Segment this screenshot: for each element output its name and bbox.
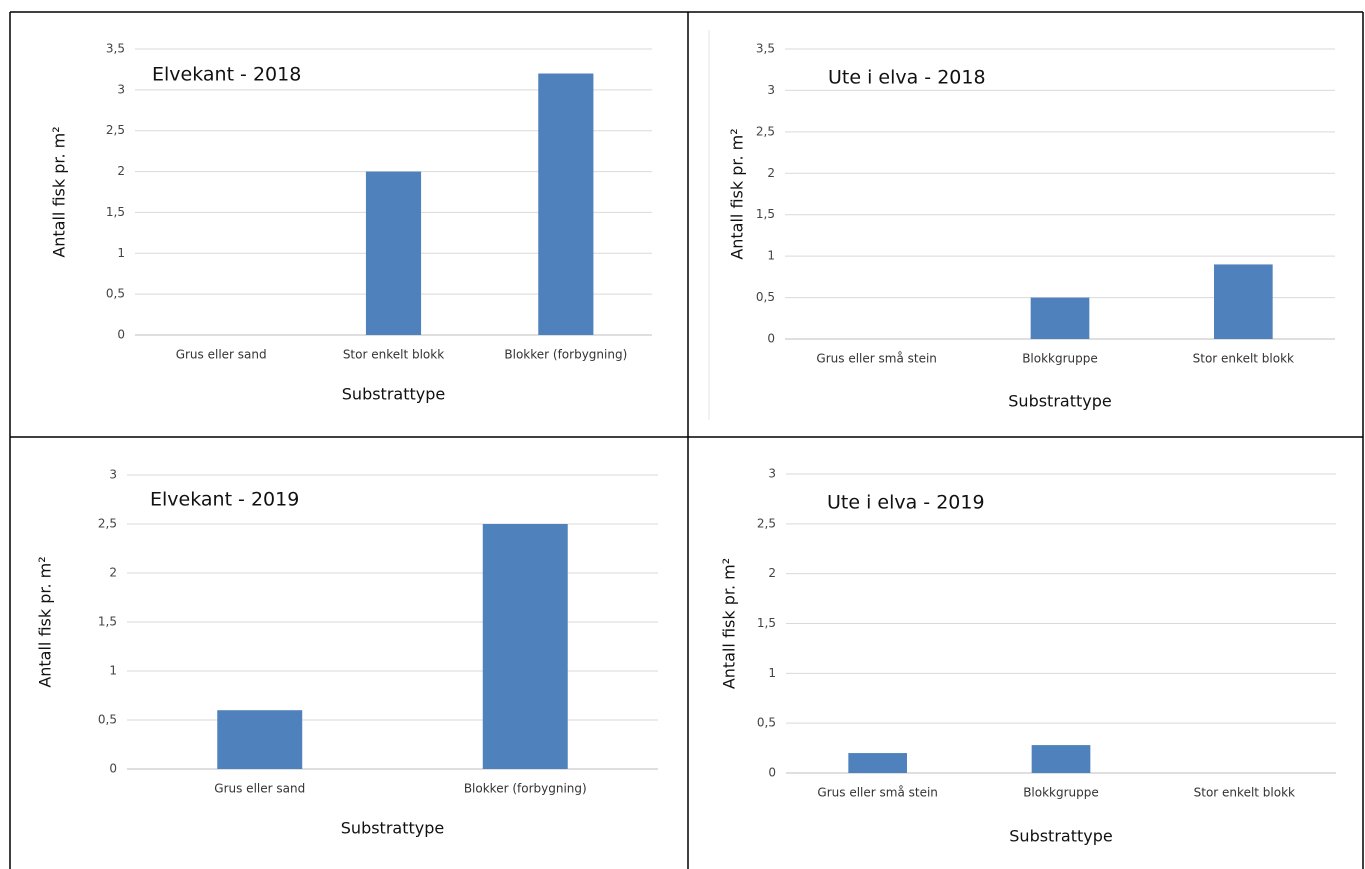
y-tick-label: 0 [768,766,776,780]
y-tick-label: 3 [768,467,776,481]
y-tick-label: 2,5 [106,123,125,137]
y-tick-label: 2,5 [98,517,117,531]
y-tick-label: 1 [767,249,775,263]
bar [1030,297,1090,339]
x-axis-title: Substrattype [1009,827,1112,846]
chart-title: Elvekant - 2018 [152,64,301,86]
y-tick-label: 3 [109,468,117,482]
x-tick-label: Blokker (forbygning) [504,348,627,362]
x-tick-label: Stor enkelt blokk [1194,786,1295,800]
y-tick-label: 0 [109,762,117,776]
y-tick-label: 1,5 [757,616,776,630]
x-tick-label: Grus eller små stein [817,786,937,800]
y-tick-label: 3 [767,83,775,97]
y-axis-title: Antall fisk pr. m² [50,126,69,257]
y-tick-label: 0 [767,332,775,346]
y-tick-label: 1 [109,664,117,678]
bar [848,753,907,773]
panel-borders [9,11,1364,869]
y-tick-label: 1,5 [756,207,775,221]
chart-title: Ute i elva - 2018 [828,67,986,89]
y-tick-label: 0,5 [757,716,776,730]
y-tick-label: 2,5 [757,516,776,530]
x-tick-label: Blokkgruppe [1023,786,1099,800]
x-axis-title: Substrattype [1008,392,1111,411]
bar [217,710,303,769]
bar [1214,264,1273,339]
x-tick-label: Grus eller sand [176,348,267,362]
y-tick-label: 2,5 [756,124,775,138]
y-tick-label: 0 [117,328,125,342]
x-tick-label: Blokkgruppe [1022,352,1098,366]
chart-title: Ute i elva - 2019 [827,492,985,514]
bar [538,73,594,335]
y-axis-title: Antall fisk pr. m² [728,128,747,259]
y-tick-label: 1 [117,246,125,260]
y-tick-label: 3,5 [106,42,125,56]
y-tick-label: 2 [768,566,776,580]
bar [482,524,568,769]
bar [365,171,422,335]
x-tick-label: Stor enkelt blokk [1193,352,1294,366]
bar [1031,745,1091,773]
x-tick-label: Stor enkelt blokk [343,348,444,362]
y-tick-label: 2 [117,164,125,178]
y-axis-title: Antall fisk pr. m² [720,558,739,689]
y-axis-title: Antall fisk pr. m² [36,556,55,687]
y-tick-label: 0,5 [756,290,775,304]
x-axis-title: Substrattype [342,385,445,404]
x-tick-label: Grus eller små stein [816,352,936,366]
y-tick-label: 1,5 [98,615,117,629]
x-tick-label: Grus eller sand [214,782,305,796]
y-tick-label: 1,5 [106,205,125,219]
y-tick-label: 3,5 [756,42,775,56]
chart-title: Elvekant - 2019 [150,489,299,511]
y-tick-label: 2 [767,166,775,180]
y-tick-label: 0,5 [106,287,125,301]
y-tick-label: 0,5 [98,713,117,727]
x-tick-label: Blokker (forbygning) [464,782,587,796]
x-axis-title: Substrattype [341,819,444,838]
y-tick-label: 1 [768,666,776,680]
y-tick-label: 2 [109,566,117,580]
y-tick-label: 3 [117,82,125,96]
